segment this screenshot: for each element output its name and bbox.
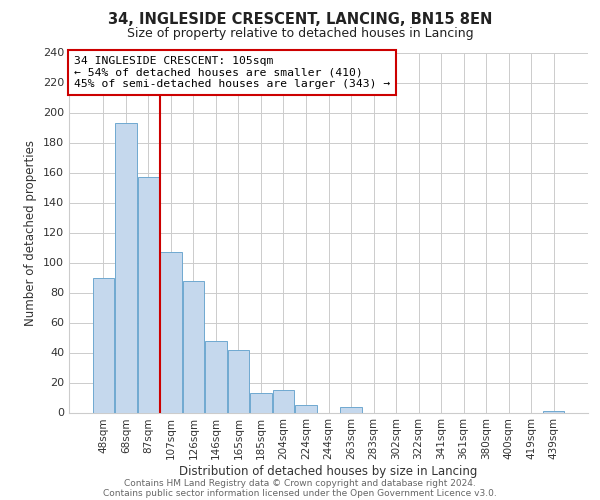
Bar (273, 390, 294, 412)
Y-axis label: Number of detached properties: Number of detached properties (25, 140, 37, 326)
Text: Contains HM Land Registry data © Crown copyright and database right 2024.: Contains HM Land Registry data © Crown c… (124, 478, 476, 488)
Text: Size of property relative to detached houses in Lancing: Size of property relative to detached ho… (127, 28, 473, 40)
Text: 34, INGLESIDE CRESCENT, LANCING, BN15 8EN: 34, INGLESIDE CRESCENT, LANCING, BN15 8E… (108, 12, 492, 28)
Bar (115, 123, 137, 412)
Bar (182, 280, 204, 412)
Text: 34 INGLESIDE CRESCENT: 105sqm
← 54% of detached houses are smaller (410)
45% of : 34 INGLESIDE CRESCENT: 105sqm ← 54% of d… (74, 56, 391, 90)
Bar (250, 393, 272, 412)
X-axis label: Distribution of detached houses by size in Lancing: Distribution of detached houses by size … (179, 465, 478, 478)
Bar (543, 411, 565, 412)
Bar (137, 177, 159, 412)
Bar (295, 405, 317, 412)
Bar (340, 406, 362, 412)
Bar (92, 278, 114, 412)
Bar (160, 252, 182, 412)
Text: Contains public sector information licensed under the Open Government Licence v3: Contains public sector information licen… (103, 488, 497, 498)
Bar (205, 340, 227, 412)
Bar (228, 350, 249, 412)
